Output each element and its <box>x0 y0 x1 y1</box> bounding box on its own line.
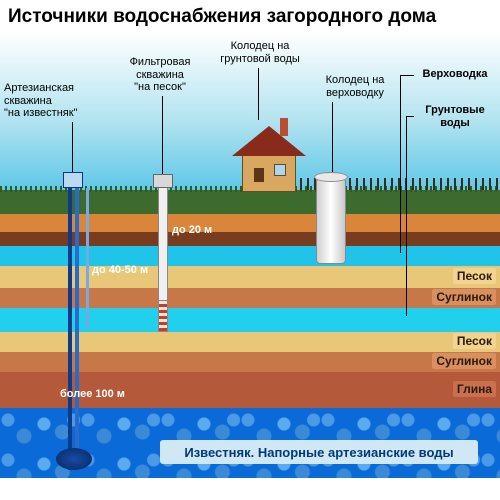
artesian-well-head <box>63 172 83 188</box>
leader-gw-v <box>406 116 407 316</box>
label-groundwater: Грунтовые воды <box>414 104 496 129</box>
leader-filter <box>162 96 163 174</box>
leader-perched-h <box>400 75 414 76</box>
label-artesian: Артезианская скважина "на известняк" <box>4 82 90 120</box>
stratum-label-sand1: Песок <box>453 268 496 284</box>
depth-100: более 100 м <box>60 388 125 400</box>
house-icon <box>232 118 306 192</box>
stratum-label-loam2: Суглинок <box>432 353 496 369</box>
leader-artesian <box>72 122 73 172</box>
stratum-label-clay: Глина <box>453 381 496 397</box>
diagram-canvas: Источники водоснабжения загородного дома… <box>0 0 500 500</box>
label-gw-well: Колодец на грунтовой воды <box>210 40 310 65</box>
main-title: Источники водоснабжения загородного дома <box>8 6 436 28</box>
stratum-label-sand2: Песок <box>453 333 496 349</box>
leader-gw-well <box>258 68 259 120</box>
artesian-inner-pipe <box>86 188 89 328</box>
filter-well-head <box>153 174 173 188</box>
stratum-label-loam1: Суглинок <box>432 289 496 305</box>
filter-well-screen <box>158 300 168 332</box>
label-filter: Фильтровая скважина "на песок" <box>120 56 200 94</box>
label-perched-well: Колодец на верховодку <box>310 74 400 99</box>
depth-20: до 20 м <box>172 224 212 236</box>
bottom-label-box: Известняк. Напорные артезианские воды <box>160 440 478 464</box>
depth-40: до 40-50 м <box>92 264 148 276</box>
artesian-well-pipe-b <box>75 186 79 470</box>
artesian-bulb <box>56 448 92 470</box>
bottom-label-text: Известняк. Напорные артезианские воды <box>184 445 453 460</box>
leader-perched-v <box>400 75 401 253</box>
label-perched-water: Верховодка <box>414 68 496 81</box>
artesian-well-pipe <box>68 186 72 470</box>
perched-well-top <box>314 172 348 182</box>
perched-dug-well <box>316 178 346 264</box>
leader-gw-h <box>406 116 414 117</box>
leader-perched-well <box>332 102 333 172</box>
